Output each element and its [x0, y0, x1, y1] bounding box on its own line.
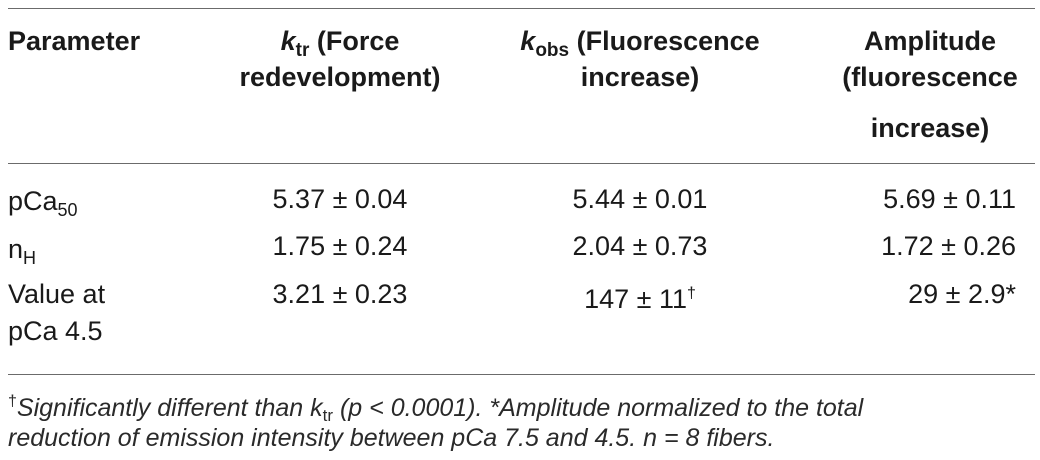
header-ktr-line2: redevelopment): [239, 62, 441, 92]
row-label-pca45: pCa 4.5: [8, 316, 103, 346]
header-kobs-label: (Fluorescence: [569, 26, 760, 56]
header-kobs-symbol: k: [520, 26, 536, 56]
header-amplitude: Amplitude: [864, 26, 996, 56]
header-amplitude-line2: (fluorescence: [842, 62, 1018, 92]
row-label-pca50: pCa50: [8, 182, 78, 229]
header-ktr: ktr (Force: [210, 22, 470, 70]
header-kobs-subscript: obs: [535, 40, 570, 61]
footnote-line1: †Significantly different than ktr (p < 0…: [8, 384, 1035, 434]
row-label-subscript: H: [23, 248, 37, 268]
cell-kobs: 2.04 ± 0.73: [572, 231, 708, 261]
cell-ktr: 1.75 ± 0.24: [272, 231, 408, 261]
header-amplitude-line3: increase): [870, 113, 990, 143]
footnote-text2: (p < 0.0001). *Amplitude normalized to t…: [333, 394, 864, 422]
cell-kobs-value: 147 ± 11: [584, 284, 687, 314]
row-label-main: pCa: [8, 186, 58, 216]
cell-ktr: 3.21 ± 0.23: [272, 279, 408, 309]
cell-kobs: 147 ± 11†: [480, 275, 800, 318]
header-parameter: Parameter: [8, 26, 141, 56]
table-header-rule: [8, 163, 1035, 164]
dagger-mark: †: [687, 285, 696, 302]
table-top-rule: [8, 8, 1035, 9]
header-kobs-line2: increase): [580, 62, 700, 92]
row-label-value-at: Value at: [8, 279, 106, 309]
row-label-main: n: [8, 234, 24, 264]
row-label-subscript: 50: [57, 200, 78, 220]
cell-amplitude: 29 ± 2.9*: [908, 279, 1016, 309]
cell-kobs: 5.44 ± 0.01: [572, 184, 708, 214]
cell-amplitude: 1.72 ± 0.26: [881, 231, 1016, 261]
footnote-dagger: †: [8, 393, 17, 410]
header-ktr-subscript: tr: [295, 40, 310, 61]
footnote-text1: Significantly different than k: [16, 394, 323, 422]
footnote-line2: reduction of emission intensity between …: [8, 424, 775, 452]
header-ktr-label: (Force: [309, 26, 400, 56]
table-bottom-rule: [8, 374, 1035, 375]
header-ktr-symbol: k: [280, 26, 296, 56]
cell-ktr: 5.37 ± 0.04: [272, 184, 408, 214]
row-label-nh: nH: [8, 230, 36, 277]
cell-amplitude: 5.69 ± 0.11: [883, 184, 1016, 214]
footnote-subscript: tr: [322, 406, 334, 425]
header-kobs: kobs (Fluorescence: [480, 22, 800, 70]
